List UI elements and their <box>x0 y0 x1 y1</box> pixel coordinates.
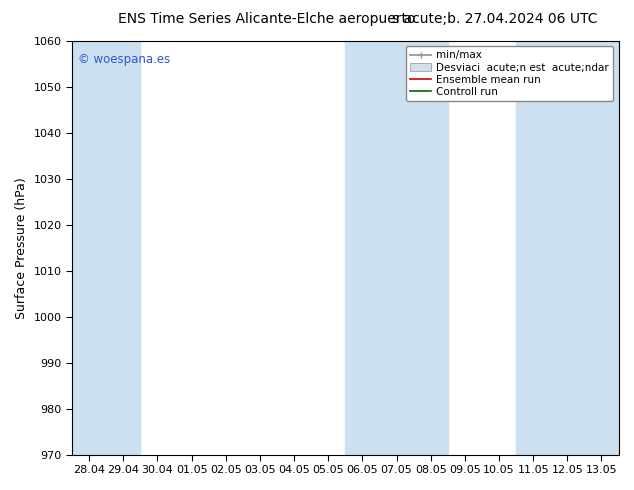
Text: ENS Time Series Alicante-Elche aeropuerto: ENS Time Series Alicante-Elche aeropuert… <box>117 12 415 26</box>
Legend: min/max, Desviaci  acute;n est  acute;ndar, Ensemble mean run, Controll run: min/max, Desviaci acute;n est acute;ndar… <box>406 46 613 101</box>
Bar <box>413 41 448 455</box>
Bar <box>72 41 107 455</box>
Bar <box>346 41 380 455</box>
Text: © woespana.es: © woespana.es <box>77 53 170 67</box>
Bar <box>585 41 619 455</box>
Y-axis label: Surface Pressure (hPa): Surface Pressure (hPa) <box>15 177 28 318</box>
Bar <box>380 41 413 455</box>
Bar <box>516 41 550 455</box>
Bar <box>107 41 140 455</box>
Text: s acute;b. 27.04.2024 06 UTC: s acute;b. 27.04.2024 06 UTC <box>392 12 597 26</box>
Bar <box>550 41 585 455</box>
